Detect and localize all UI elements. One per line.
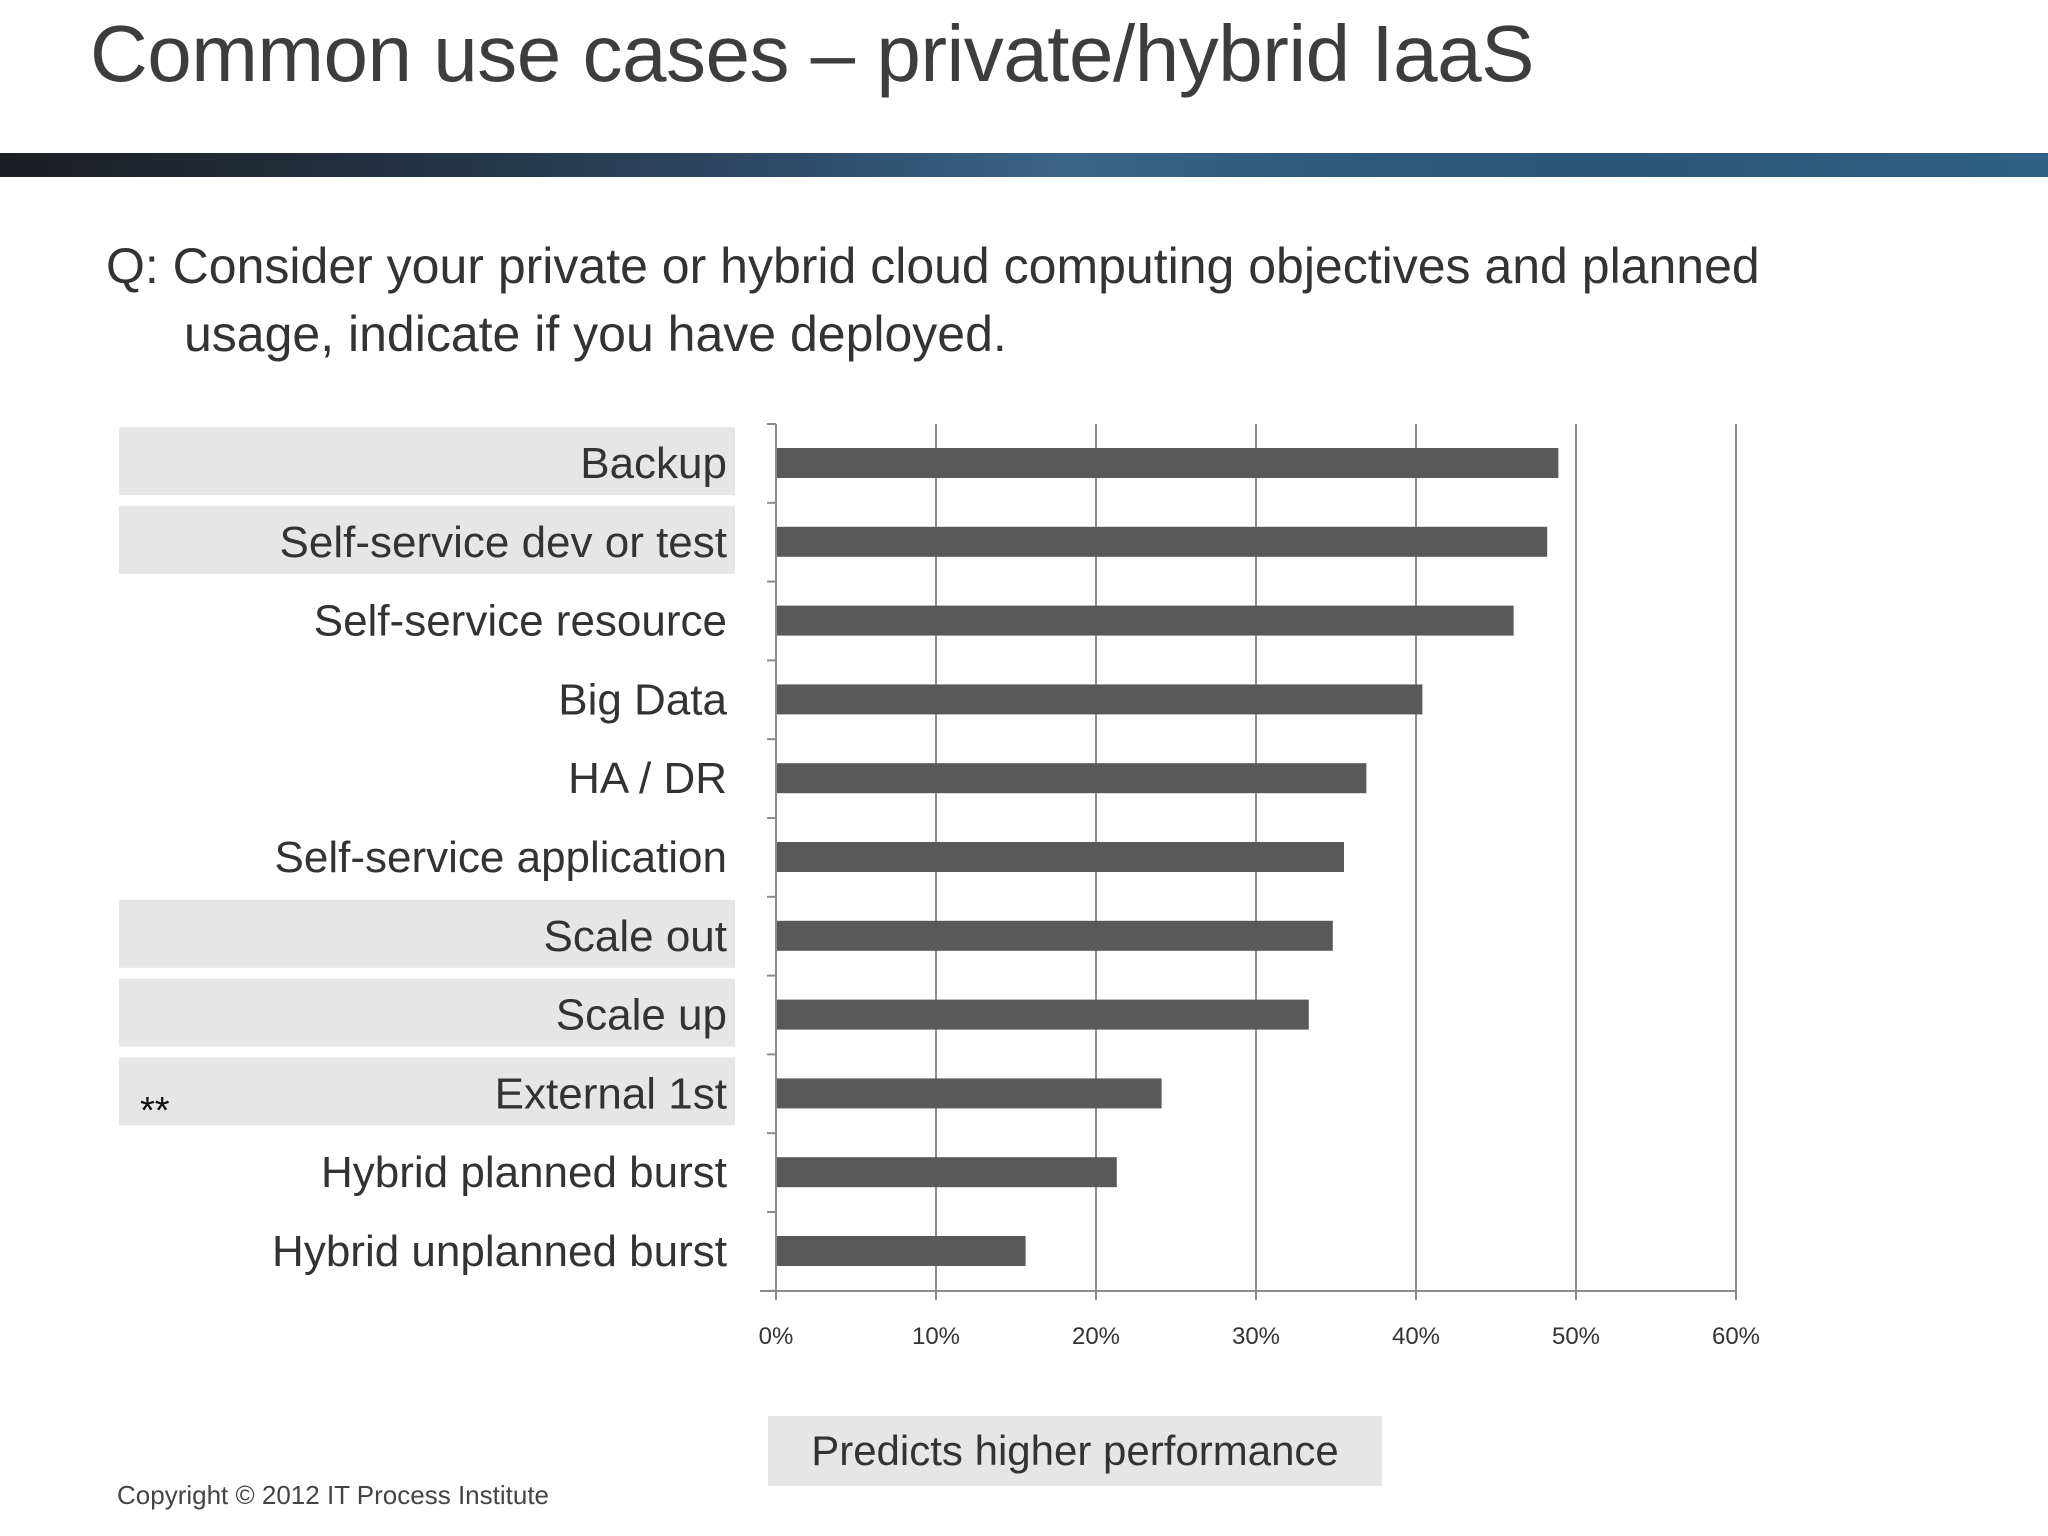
highlight-external-1st — [119, 1057, 735, 1126]
category-label-self-service-resource: Self-service resource — [314, 597, 727, 646]
category-label-self-service-dev-or-test: Self-service dev or test — [280, 518, 728, 567]
category-label-backup: Backup — [580, 439, 727, 488]
question-line-1: Q: Consider your private or hybrid cloud… — [106, 238, 1760, 294]
x-tick-label-40: 40% — [1392, 1323, 1440, 1350]
highlight-scale-out — [119, 899, 735, 968]
legend-label: Predicts higher performance — [811, 1427, 1339, 1474]
title-divider-bar — [0, 153, 2048, 177]
x-tick-label-50: 50% — [1552, 1323, 1600, 1350]
bar-scale-out — [777, 920, 1333, 951]
highlight-scale-up — [119, 978, 735, 1047]
category-label-scale-up: Scale up — [556, 991, 727, 1040]
category-label-hybrid-planned-burst: Hybrid planned burst — [321, 1148, 727, 1197]
footnote-marker: ** — [140, 1090, 170, 1132]
bar-self-service-dev-or-test — [777, 526, 1548, 557]
legend-highlight-key: Predicts higher performance — [768, 1416, 1382, 1486]
bar-hybrid-unplanned-burst — [777, 1236, 1026, 1266]
category-label-self-service-application: Self-service application — [275, 833, 727, 882]
bar-backup — [777, 448, 1559, 478]
category-label-hybrid-unplanned-burst: Hybrid unplanned burst — [272, 1227, 727, 1276]
bar-big-data — [777, 684, 1423, 715]
x-tick-label-20: 20% — [1072, 1323, 1120, 1350]
slide-title: Common use cases – private/hybrid IaaS — [90, 9, 1534, 98]
category-label-scale-out: Scale out — [544, 912, 727, 961]
bar-self-service-application — [777, 842, 1344, 872]
survey-question: Q: Consider your private or hybrid cloud… — [106, 232, 1926, 368]
category-label-ha-dr: HA / DR — [568, 754, 727, 803]
x-tick-label-60: 60% — [1712, 1323, 1760, 1350]
highlight-backup — [119, 427, 735, 495]
x-tick-label-30: 30% — [1232, 1323, 1280, 1350]
x-tick-label-0: 0% — [759, 1323, 794, 1350]
bar-self-service-resource — [777, 605, 1514, 636]
bar-ha-dr — [777, 763, 1367, 794]
bar-external-1st — [777, 1078, 1162, 1109]
use-case-bar-chart: Backup Self-service dev or test Self-servi… — [119, 423, 1760, 1350]
bar-hybrid-planned-burst — [777, 1157, 1117, 1188]
category-label-big-data: Big Data — [558, 675, 727, 724]
highlight-self-service-dev-or-test — [119, 505, 735, 574]
copyright-notice: Copyright © 2012 IT Process Institute — [117, 1480, 549, 1510]
x-tick-label-10: 10% — [912, 1323, 960, 1350]
question-line-2: usage, indicate if you have deployed. — [184, 306, 1007, 362]
category-label-external-1st: External 1st — [495, 1069, 727, 1118]
bar-scale-up — [777, 999, 1309, 1030]
